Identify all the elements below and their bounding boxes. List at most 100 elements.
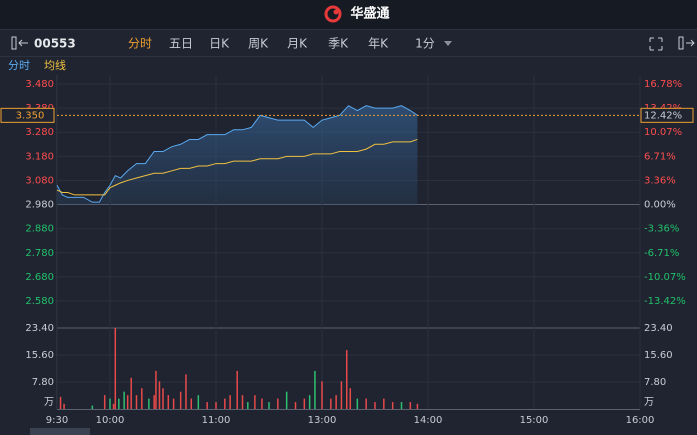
y-tick-label: 23.40	[644, 323, 673, 334]
legend-entry: 分时	[8, 59, 30, 72]
last-change-label: 12.42%	[644, 110, 682, 121]
tab[interactable]: 周K	[248, 37, 269, 51]
volume-bar	[215, 402, 217, 409]
x-tick-label: 10:00	[96, 415, 125, 426]
volume-bar	[112, 403, 115, 409]
y2-tick-label: -13.42%	[644, 296, 686, 307]
x-tick-label: 11:00	[202, 415, 231, 426]
volume-bar	[229, 395, 231, 409]
tab[interactable]: 分时	[128, 37, 152, 51]
volume-bar	[321, 381, 323, 409]
volume-bar	[261, 398, 263, 409]
volume-bar	[197, 395, 200, 409]
collapse-arrow[interactable]	[18, 39, 28, 47]
panel-icon[interactable]	[678, 36, 684, 50]
y-tick-label: 2.980	[25, 200, 54, 211]
y-tick-label: 3.280	[25, 127, 54, 138]
y-tick-label: 15.60	[644, 350, 673, 361]
y2-tick-label: 16.78%	[644, 79, 682, 90]
volume-bar	[365, 398, 367, 409]
x-tick-label: 14:00	[414, 415, 443, 426]
volume-bar	[254, 395, 256, 409]
volume-bar	[308, 395, 311, 409]
volume-bar	[59, 396, 62, 409]
tab[interactable]: 五日	[169, 37, 193, 51]
tab[interactable]: 季K	[328, 37, 349, 51]
volume-bar	[335, 395, 337, 409]
last-price-label: 3.350	[16, 110, 45, 121]
panel-arrow[interactable]	[686, 39, 695, 47]
volume-bar	[294, 402, 297, 409]
volume-bar	[190, 398, 193, 409]
tab[interactable]: 1分	[415, 37, 435, 51]
volume-bar	[141, 388, 143, 409]
volume-bar	[135, 395, 138, 409]
volume-bar	[148, 398, 150, 409]
volume-bar	[206, 402, 208, 409]
legend-entry: 均线	[44, 58, 66, 72]
volume-bar	[103, 395, 106, 409]
y-tick-label: 15.60	[25, 350, 54, 361]
volume-bar	[109, 398, 111, 409]
volume-bar	[167, 395, 170, 409]
volume-bar	[285, 391, 288, 409]
x-tick-label: 13:00	[308, 415, 337, 426]
tab[interactable]: 日K	[209, 37, 230, 51]
y-tick-label: 3.080	[25, 175, 54, 186]
price-line	[56, 105, 418, 203]
y2-tick-label: 0.00%	[644, 200, 676, 211]
y-tick-label: 3.180	[25, 151, 54, 162]
y-tick-label: 3.480	[25, 79, 54, 90]
volume-bar	[153, 395, 155, 409]
volume-bar	[179, 391, 182, 409]
volume-bar	[114, 328, 117, 409]
y2-tick-label: 3.36%	[644, 175, 676, 186]
y-tick-label: 23.40	[25, 323, 54, 334]
volume-bar	[162, 388, 164, 409]
symbol: 00553	[34, 37, 76, 51]
volume-bar	[345, 350, 348, 409]
volume-bar	[374, 402, 376, 409]
y-tick-label: 7.80	[644, 377, 666, 388]
volume-bar	[155, 370, 157, 409]
y2-tick-label: 10.07%	[644, 127, 682, 138]
y-tick-label: 2.780	[25, 248, 54, 259]
volume-bar	[340, 381, 343, 409]
y-tick-label: 2.680	[25, 272, 54, 283]
average-line	[56, 138, 418, 196]
header-bar	[0, 0, 697, 29]
fullscreen-icon[interactable]	[649, 37, 663, 51]
volume-bar	[277, 398, 279, 409]
x-tick-label: 16:00	[626, 415, 655, 426]
volume-bar	[130, 377, 132, 409]
y-tick-label: 2.880	[25, 224, 54, 235]
volume-bar	[63, 403, 65, 409]
volume-bar	[391, 402, 394, 409]
volume-bar	[349, 388, 352, 409]
volume-bar	[224, 398, 226, 409]
volume-bar	[158, 381, 161, 409]
tab[interactable]: 年K	[368, 37, 389, 51]
volume-bar	[241, 395, 244, 409]
volume-bar	[91, 405, 94, 409]
volume-bar	[247, 402, 249, 409]
volume-bar	[172, 398, 175, 409]
collapse-icon[interactable]	[11, 36, 17, 50]
volume-bar	[356, 398, 359, 409]
volume-bar	[303, 398, 306, 409]
dropdown-caret[interactable]	[444, 41, 452, 46]
y2-tick-label: -6.71%	[644, 248, 679, 259]
volume-bar	[330, 398, 332, 409]
app-title: 华盛通	[350, 6, 389, 22]
volume-bar	[118, 398, 120, 409]
y2-tick-label: -10.07%	[644, 272, 686, 283]
unit-label: 万	[44, 397, 54, 408]
scrollbar-thumb[interactable]	[30, 428, 90, 435]
x-tick-label: 15:00	[520, 415, 549, 426]
volume-bar	[268, 402, 270, 409]
last-change-box	[640, 107, 694, 123]
tab[interactable]: 月K	[287, 37, 308, 51]
